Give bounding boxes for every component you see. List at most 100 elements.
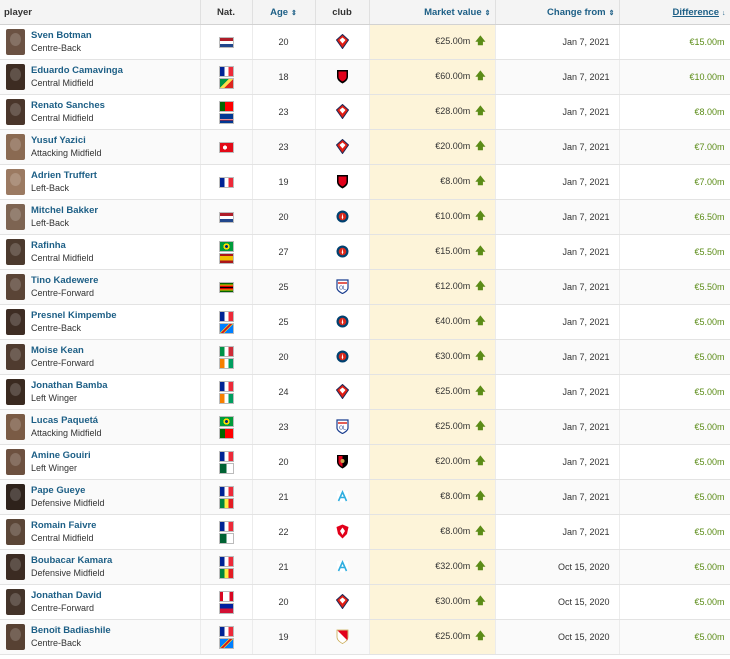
- club-crest-monaco-icon[interactable]: [336, 629, 349, 644]
- nationality-cell: [200, 374, 253, 410]
- player-photo[interactable]: [6, 274, 25, 300]
- player-name-link[interactable]: Amine Gouiri: [31, 449, 91, 461]
- player-name-link[interactable]: Lucas Paquetá: [31, 414, 99, 426]
- market-value-cell: €30.00m 🡅: [369, 339, 496, 375]
- club-crest-lille-icon[interactable]: [335, 383, 349, 399]
- age-cell: 23: [252, 94, 316, 130]
- table-header-row: player Nat. Age ⇕ club Market value ⇕ Chan…: [0, 0, 730, 25]
- player-photo[interactable]: [6, 624, 25, 650]
- sort-change-from-link[interactable]: Change from: [547, 6, 606, 18]
- player-name-link[interactable]: Eduardo Camavinga: [31, 64, 123, 76]
- player-photo[interactable]: [6, 589, 25, 615]
- header-market-value[interactable]: Market value ⇕: [369, 0, 496, 25]
- player-photo[interactable]: [6, 379, 25, 405]
- sort-icon[interactable]: ⇕: [484, 9, 491, 17]
- player-photo[interactable]: [6, 134, 25, 160]
- player-photo[interactable]: [6, 414, 25, 440]
- player-name-link[interactable]: Jonathan David: [31, 589, 102, 601]
- player-name-link[interactable]: Tino Kadewere: [31, 274, 99, 286]
- player-name-link[interactable]: Yusuf Yazici: [31, 134, 86, 146]
- club-cell: [315, 339, 370, 375]
- player-name-link[interactable]: Benoît Badiashile: [31, 624, 111, 636]
- table-row: Boubacar Kamara Defensive Midfield 21 €3…: [0, 549, 730, 585]
- club-cell: [315, 199, 370, 235]
- table-row: Eduardo Camavinga Central Midfield 18 €6…: [0, 59, 730, 95]
- player-photo[interactable]: [6, 449, 25, 475]
- sort-market-value-link[interactable]: Market value: [424, 6, 482, 18]
- sort-icon[interactable]: ⇕: [291, 9, 297, 17]
- player-photo[interactable]: [6, 554, 25, 580]
- player-photo[interactable]: [6, 169, 25, 195]
- player-name-link[interactable]: Presnel Kimpembe: [31, 309, 117, 321]
- player-name-link[interactable]: Mitchel Bakker: [31, 204, 99, 216]
- club-crest-marseille-icon[interactable]: [336, 489, 349, 504]
- player-cell: Mitchel Bakker Left-Back: [0, 199, 201, 235]
- market-value-cell: €20.00m 🡅: [369, 129, 496, 165]
- market-value: €8.00m: [440, 525, 471, 536]
- club-crest-psg-icon[interactable]: [336, 209, 349, 224]
- player-photo[interactable]: [6, 204, 25, 230]
- difference-cell: €15.00m: [619, 24, 730, 60]
- player-photo[interactable]: [6, 239, 25, 265]
- player-photo[interactable]: [6, 64, 25, 90]
- table-row: Pape Gueye Defensive Midfield 21 €8.00m 🡅…: [0, 479, 730, 515]
- club-crest-psg-icon[interactable]: [336, 244, 349, 259]
- club-crest-nice-icon[interactable]: [336, 454, 349, 469]
- table-row: Rafinha Central Midfield 27 €15.00m 🡅 Jan…: [0, 234, 730, 270]
- player-name-link[interactable]: Sven Botman: [31, 29, 92, 41]
- sort-age-link[interactable]: Age: [270, 6, 289, 18]
- club-crest-lyon-icon[interactable]: OL: [335, 418, 349, 434]
- player-name-link[interactable]: Moise Kean: [31, 344, 84, 356]
- club-crest-rennes-icon[interactable]: [336, 69, 349, 84]
- header-club: club: [315, 0, 370, 25]
- club-cell: [315, 549, 370, 585]
- player-photo[interactable]: [6, 29, 25, 55]
- sort-difference-link[interactable]: Difference: [672, 6, 719, 18]
- player-cell: Renato Sanches Central Midfield: [0, 94, 201, 130]
- player-name-link[interactable]: Jonathan Bamba: [31, 379, 108, 391]
- age-cell: 23: [252, 409, 316, 445]
- club-crest-lille-icon[interactable]: [335, 138, 349, 154]
- age-cell: 24: [252, 374, 316, 410]
- club-crest-lille-icon[interactable]: [335, 593, 349, 609]
- club-crest-psg-icon[interactable]: [336, 314, 349, 329]
- header-age[interactable]: Age ⇕: [252, 0, 316, 25]
- club-crest-lille-icon[interactable]: [335, 33, 349, 49]
- player-name-link[interactable]: Rafinha: [31, 239, 66, 251]
- arrow-up-icon: 🡅: [475, 175, 486, 187]
- sort-icon[interactable]: ⇕: [608, 9, 615, 17]
- player-photo[interactable]: [6, 309, 25, 335]
- player-photo[interactable]: [6, 344, 25, 370]
- player-photo[interactable]: [6, 99, 25, 125]
- club-crest-psg-icon[interactable]: [336, 349, 349, 364]
- sort-desc-icon[interactable]: ↓: [722, 9, 726, 17]
- player-name-link[interactable]: Adrien Truffert: [31, 169, 97, 181]
- club-crest-lyon-icon[interactable]: OL: [335, 278, 349, 294]
- flag-france-icon: [218, 176, 234, 188]
- player-name-link[interactable]: Romain Faivre: [31, 519, 97, 531]
- club-crest-lille-icon[interactable]: [335, 103, 349, 119]
- table-row: Amine Gouiri Left Winger 20 €20.00m 🡅 Jan…: [0, 444, 730, 480]
- player-name-link[interactable]: Pape Gueye: [31, 484, 86, 496]
- player-photo[interactable]: [6, 519, 25, 545]
- header-difference[interactable]: Difference ↓: [619, 0, 730, 25]
- nationality-cell: [200, 234, 253, 270]
- flag-france-icon: [218, 625, 234, 637]
- arrow-up-icon: 🡅: [475, 630, 486, 642]
- player-position: Left-Back: [31, 182, 70, 193]
- market-value: €25.00m: [435, 630, 471, 641]
- player-name-link[interactable]: Boubacar Kamara: [31, 554, 113, 566]
- difference-cell: €5.00m: [619, 304, 730, 340]
- player-photo[interactable]: [6, 484, 25, 510]
- club-crest-marseille-icon[interactable]: [336, 559, 349, 574]
- svg-text:OL: OL: [339, 285, 346, 291]
- club-crest-brest-icon[interactable]: [336, 524, 349, 539]
- player-name-link[interactable]: Renato Sanches: [31, 99, 105, 111]
- club-crest-rennes-icon[interactable]: [336, 174, 349, 189]
- header-nationality: Nat.: [200, 0, 253, 25]
- flag-france-icon: [218, 310, 234, 322]
- change-from-cell: Jan 7, 2021: [495, 374, 620, 410]
- market-value: €20.00m: [435, 455, 471, 466]
- header-change-from[interactable]: Change from ⇕: [495, 0, 620, 25]
- change-from-cell: Jan 7, 2021: [495, 94, 620, 130]
